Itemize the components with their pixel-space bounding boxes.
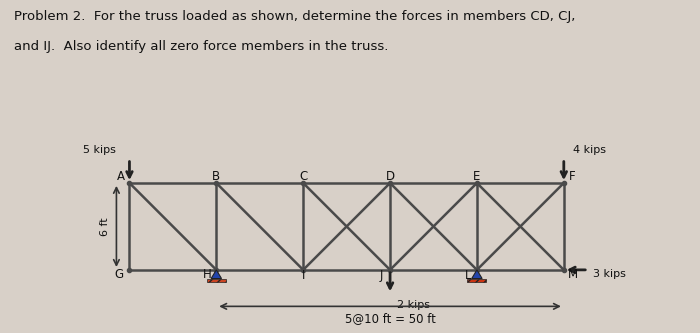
Text: F: F [569, 170, 576, 183]
Text: A: A [117, 170, 125, 183]
Text: C: C [299, 170, 307, 183]
Text: D: D [386, 170, 395, 183]
Text: G: G [115, 268, 124, 281]
Text: Problem 2.  For the truss loaded as shown, determine the forces in members CD, C: Problem 2. For the truss loaded as shown… [14, 10, 575, 23]
Text: L: L [465, 269, 472, 282]
Text: 5 kips: 5 kips [83, 145, 116, 155]
Text: 6 ft: 6 ft [100, 217, 110, 236]
Polygon shape [211, 270, 221, 279]
Text: J: J [379, 269, 383, 282]
Text: H: H [203, 268, 212, 281]
Text: 2 kips: 2 kips [397, 300, 430, 310]
Text: 5@10 ft = 50 ft: 5@10 ft = 50 ft [344, 312, 435, 325]
Text: and IJ.  Also identify all zero force members in the truss.: and IJ. Also identify all zero force mem… [14, 40, 388, 53]
Text: B: B [212, 170, 220, 183]
Text: M: M [568, 268, 578, 281]
Text: E: E [473, 170, 481, 183]
Polygon shape [468, 279, 486, 282]
Text: 4 kips: 4 kips [573, 145, 606, 155]
Polygon shape [472, 270, 482, 279]
Text: I: I [302, 269, 305, 282]
Text: 3 kips: 3 kips [594, 269, 626, 279]
Polygon shape [206, 279, 226, 282]
